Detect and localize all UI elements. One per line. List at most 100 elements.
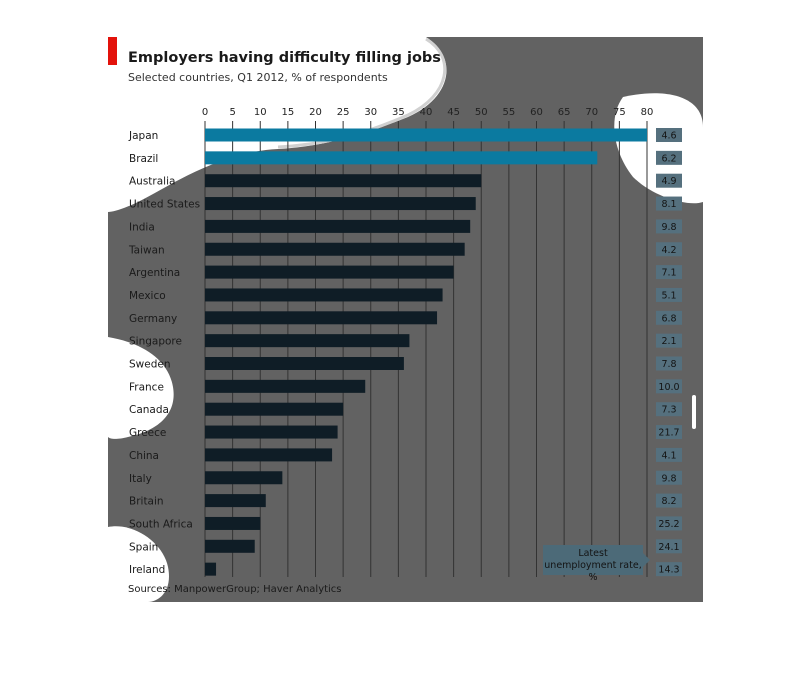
- bar: [205, 562, 217, 576]
- bar: [205, 128, 647, 142]
- unemployment-rate-label: 4.2: [661, 245, 676, 256]
- bar: [205, 288, 443, 302]
- overlay-blob-left: [108, 337, 174, 439]
- bar: [205, 379, 366, 393]
- x-tick-label: 50: [475, 107, 488, 118]
- x-tick-label: 25: [337, 107, 350, 118]
- unemployment-rate-label: 25.2: [658, 519, 679, 530]
- rate-chip: [656, 242, 682, 257]
- unemployment-rate-label: 5.1: [661, 290, 676, 301]
- category-label: Argentina: [129, 267, 180, 279]
- category-label: Mexico: [129, 290, 166, 302]
- x-tick-label: 20: [309, 107, 322, 118]
- brand-red-flag: [108, 37, 117, 65]
- unemployment-rate-label: 10.0: [658, 382, 679, 393]
- rate-chip: [656, 539, 682, 554]
- rate-chip: [656, 196, 682, 211]
- rate-chip: [656, 173, 682, 188]
- rate-chip: [656, 447, 682, 462]
- x-tick-label: 0: [202, 107, 208, 118]
- bar: [205, 494, 266, 508]
- bar: [205, 402, 344, 416]
- bar: [205, 197, 476, 211]
- legend-arrow-icon: [643, 553, 650, 567]
- rate-chip: [656, 310, 682, 325]
- category-label: Canada: [129, 404, 169, 416]
- bar: [205, 471, 283, 485]
- x-tick-label: 15: [282, 107, 295, 118]
- rate-chip: [656, 402, 682, 417]
- unemployment-rate-label: 14.3: [658, 565, 679, 576]
- bar: [205, 151, 598, 165]
- overlay-blob-top: [108, 37, 447, 212]
- rate-chip: [656, 287, 682, 302]
- category-label: United States: [129, 199, 200, 211]
- unemployment-rate-label: 21.7: [658, 428, 679, 439]
- white-overlay-blobs: [108, 37, 703, 602]
- rate-chip: [656, 425, 682, 440]
- category-label: China: [129, 450, 159, 462]
- category-label: Ireland: [129, 564, 165, 576]
- source-note: Sources: ManpowerGroup; Haver Analytics: [128, 584, 342, 595]
- category-label: Brazil: [129, 153, 158, 165]
- rate-chip: [656, 265, 682, 280]
- chart-title: Employers having difficulty filling jobs: [128, 50, 441, 66]
- category-label: Britain: [129, 496, 164, 508]
- category-label: Sweden: [129, 359, 171, 371]
- unemployment-rate-labels: 4.6 6.2 4.9 8.1 9.8 4.2 7.1 5.1 6.8 2.1 7.8 10.0 7.3…: [656, 128, 682, 577]
- bar: [205, 357, 404, 370]
- category-label: Japan: [128, 130, 158, 142]
- bar: [205, 311, 438, 325]
- unemployment-rate-label: 7.3: [661, 405, 676, 416]
- category-label: South Africa: [129, 518, 193, 530]
- chart-panel: Employers having difficulty filling jobs…: [108, 37, 703, 602]
- unemployment-rate-label: 8.1: [661, 199, 676, 210]
- x-tick-label: 75: [613, 107, 626, 118]
- x-tick-label: 65: [558, 107, 571, 118]
- category-label: Singapore: [129, 336, 182, 348]
- overlay-blob-stroke-top: [277, 37, 447, 149]
- x-tick-label: 60: [530, 107, 543, 118]
- rate-chip: [656, 333, 682, 348]
- x-tick-label: 80: [641, 107, 654, 118]
- x-tick-label: 70: [585, 107, 598, 118]
- rate-chip: [656, 128, 682, 142]
- category-label: France: [129, 381, 164, 393]
- x-tick-label: 35: [392, 107, 405, 118]
- rate-chip: [656, 493, 682, 508]
- bar: [205, 219, 471, 233]
- bar: [205, 174, 482, 188]
- rate-chip: [656, 150, 682, 165]
- category-labels: Japan Brazil Australia United States India Ta…: [128, 130, 200, 576]
- unemployment-rate-label: 6.8: [661, 313, 676, 324]
- bar: [205, 265, 454, 279]
- rate-chip: [656, 562, 682, 577]
- unemployment-rate-label: 8.2: [661, 496, 676, 507]
- bar: [205, 242, 465, 256]
- bar: [205, 334, 410, 348]
- unemployment-rate-label: 9.8: [661, 222, 676, 233]
- unemployment-rate-label: 9.8: [661, 473, 676, 484]
- x-tick-labels: 0 5 10 15 20 25 30 35 40 45 50 55 60 65 70 75 80: [202, 107, 654, 118]
- unemployment-rate-label: 7.1: [661, 268, 676, 279]
- rate-chip: [656, 516, 682, 531]
- gridlines: [204, 121, 648, 577]
- category-label: Australia: [129, 176, 175, 188]
- bar: [205, 539, 255, 553]
- category-label: Taiwan: [128, 244, 165, 256]
- unemployment-rate-label: 24.1: [658, 542, 679, 553]
- unemployment-rate-label: 7.8: [661, 359, 676, 370]
- category-label: Greece: [129, 427, 166, 439]
- x-tick-label: 30: [364, 107, 377, 118]
- x-tick-label: 55: [503, 107, 516, 118]
- rate-chip: [656, 356, 682, 371]
- bar: [205, 425, 338, 439]
- unemployment-rate-label: 4.6: [661, 131, 676, 142]
- bar: [205, 448, 333, 462]
- x-tick-label: 45: [447, 107, 460, 118]
- chart-subtitle: Selected countries, Q1 2012, % of respon…: [128, 71, 388, 84]
- bar: [205, 516, 261, 530]
- rate-chip: [656, 219, 682, 234]
- overlay-blob-bottom: [108, 526, 169, 602]
- x-tick-label: 5: [229, 107, 235, 118]
